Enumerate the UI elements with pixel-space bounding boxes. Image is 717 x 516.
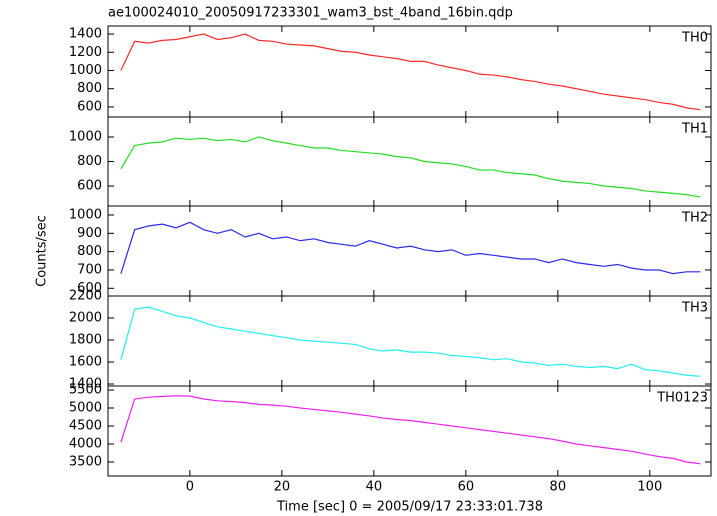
panel-label: TH1 — [681, 122, 708, 137]
y-tick-label: 600 — [77, 99, 102, 114]
chart-title: ae100024010_20050917233301_wam3_bst_4ban… — [108, 6, 513, 21]
y-tick-label: 4500 — [69, 418, 102, 433]
y-tick-label: 1000 — [69, 129, 102, 144]
panel-frame — [107, 385, 712, 477]
y-tick-label: 800 — [77, 154, 102, 169]
series-line — [120, 136, 701, 198]
y-tick-label: 1800 — [69, 333, 102, 348]
panel-label: TH3 — [681, 301, 708, 316]
y-tick-label: 1000 — [69, 63, 102, 78]
y-tick-label: 4000 — [69, 436, 102, 451]
y-tick-label: 1200 — [69, 45, 102, 60]
y-tick-label: 2000 — [69, 311, 102, 326]
panel-frame — [107, 116, 712, 207]
y-tick-label: 800 — [77, 81, 102, 96]
series-line — [120, 306, 701, 377]
y-axis-label: Counts/sec — [35, 215, 50, 287]
panel-frame — [107, 25, 712, 118]
x-axis-label: Time [sec] 0 = 2005/09/17 23:33:01.738 — [276, 500, 543, 515]
panel-label: TH0 — [681, 31, 708, 46]
y-tick-label: 5500 — [69, 382, 102, 397]
y-tick-label: 1400 — [69, 377, 102, 392]
series-line — [120, 395, 701, 465]
y-tick-label: 700 — [77, 262, 102, 277]
series-line — [120, 33, 701, 111]
x-tick-label: 80 — [550, 480, 567, 495]
x-tick-label: 40 — [366, 480, 383, 495]
y-tick-label: 1400 — [69, 27, 102, 42]
panel-frame — [107, 205, 712, 297]
panel-label: TH0123 — [656, 391, 708, 406]
y-tick-label: 600 — [77, 179, 102, 194]
y-tick-label: 900 — [77, 226, 102, 241]
y-tick-label: 1000 — [69, 207, 102, 222]
x-tick-label: 60 — [458, 480, 475, 495]
y-tick-label: 600 — [77, 281, 102, 296]
y-tick-label: 800 — [77, 244, 102, 259]
y-tick-label: 1600 — [69, 355, 102, 370]
x-tick-label: 20 — [274, 480, 291, 495]
x-tick-label: 100 — [637, 480, 662, 495]
panel-label: TH2 — [681, 211, 708, 226]
x-tick-label: 0 — [186, 480, 194, 495]
series-line — [120, 221, 701, 275]
panel-frame — [107, 295, 712, 387]
y-tick-label: 2200 — [69, 289, 102, 304]
y-tick-label: 3500 — [69, 454, 102, 469]
y-tick-label: 5000 — [69, 400, 102, 415]
